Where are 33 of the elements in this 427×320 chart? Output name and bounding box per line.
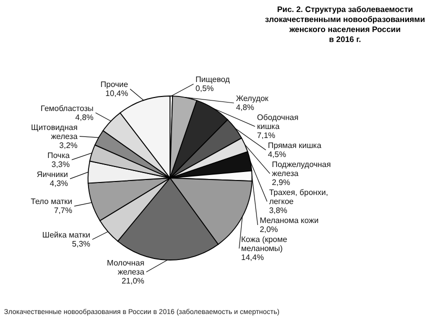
data-label: 14,4% [241,253,264,262]
slice-label: Ободочная кишка [257,113,298,132]
slice-label: Трахея, бронхи, легкое [269,188,328,206]
slice-label: Кожа (кроме меланомы) [241,235,288,254]
slice-label: Прочие [100,80,129,89]
data-label: 2,9% [272,178,290,188]
data-label: 0,5% [196,84,214,94]
slice-label: Молочная железа [106,258,145,276]
slice-label: Яичники [36,170,68,179]
slice-label: Тело матки [30,197,72,206]
slice-label: Меланома кожи [260,216,319,226]
data-label: 4,8% [236,103,254,112]
data-label: 7,1% [257,131,276,140]
slice-label: Шейка матки [42,230,90,240]
slice-label: Почка [47,150,70,160]
slice-label: Поджелудочная железа [272,160,331,178]
slice-label: Пищевод [196,75,230,84]
data-label: 3,2% [59,140,78,150]
slice-label: Щитовидная железа [30,122,78,141]
slice-label: Гемобластозы [40,104,94,113]
data-label: 3,3% [52,160,70,169]
data-label: 4,8% [75,112,94,122]
data-label: 7,7% [54,206,72,216]
data-label: 4,3% [50,178,68,188]
slice-label: Желудок [236,94,269,104]
data-label: 3,8% [269,206,288,216]
data-label: 10,4% [105,88,128,98]
chart-title: Рис. 2. Структура заболеваемости злокачественными новообразованиями женского населения России в 2016 г. [264,5,426,44]
data-label: 5,3% [72,239,90,248]
slice-label: Прямая кишка [268,141,322,150]
data-label: 21,0% [122,276,144,286]
data-label: 2,0% [260,225,278,234]
data-label: 4,5% [268,150,286,160]
